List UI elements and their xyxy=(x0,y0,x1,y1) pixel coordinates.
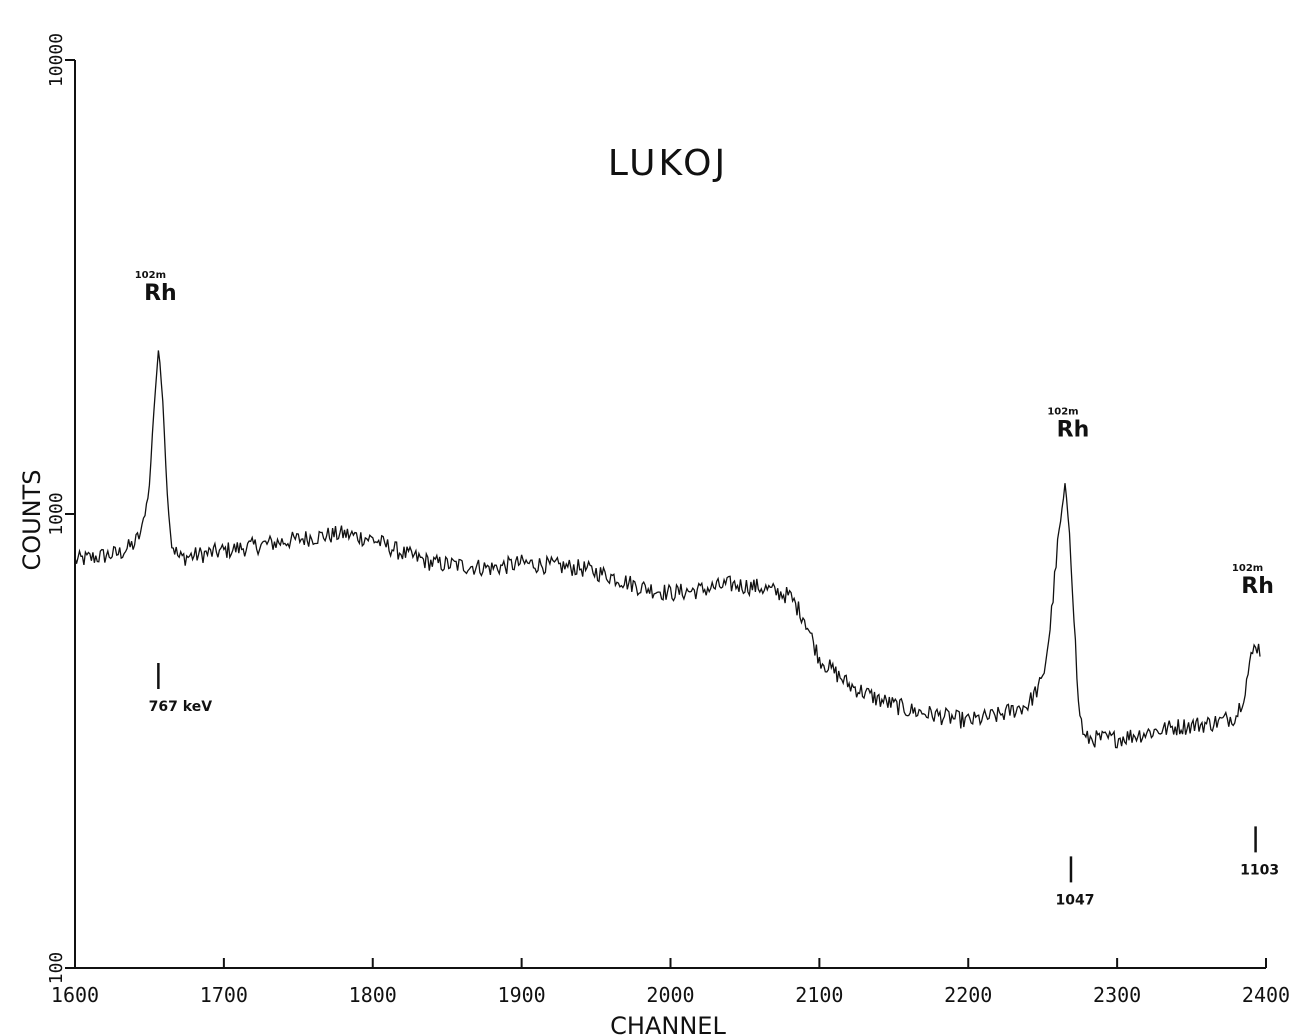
series-group xyxy=(74,350,1261,749)
isotope-mass-label: 102m xyxy=(1232,563,1263,574)
x-tick-label: 2300 xyxy=(1093,983,1141,1007)
x-tick-label: 2200 xyxy=(944,983,992,1007)
x-axis-label: CHANNEL xyxy=(610,1012,726,1036)
y-axis-label: COUNTS xyxy=(18,469,46,570)
x-tick-label: 1900 xyxy=(498,983,546,1007)
x-tick-label: 1800 xyxy=(349,983,397,1007)
y-tick-label: 100 xyxy=(46,952,67,985)
energy-label: 767 keV xyxy=(149,699,213,715)
x-tick-label: 2400 xyxy=(1242,983,1290,1007)
y-tick-label: 10000 xyxy=(46,33,67,87)
isotope-label: Rh xyxy=(1241,574,1274,599)
x-tick-label: 2100 xyxy=(795,983,843,1007)
x-tick-label: 1600 xyxy=(51,983,99,1007)
spectrum-line xyxy=(74,350,1261,749)
isotope-mass-label: 102m xyxy=(1047,406,1078,417)
x-tick-label: 2000 xyxy=(646,983,694,1007)
x-tick-label: 1700 xyxy=(200,983,248,1007)
isotope-mass-label: 102m xyxy=(135,270,166,281)
isotope-label: Rh xyxy=(144,281,177,306)
energy-label: 1047 xyxy=(1055,892,1094,908)
axis-ticks: 1600 1700 1800 1900 2000 2100 2200 2300 2400 100 1… xyxy=(46,33,1290,1007)
chart-title: LUKOJ xyxy=(608,143,728,184)
energy-label: 1103 xyxy=(1240,862,1279,878)
isotope-label: Rh xyxy=(1057,417,1090,442)
y-tick-label: 1000 xyxy=(46,492,67,535)
